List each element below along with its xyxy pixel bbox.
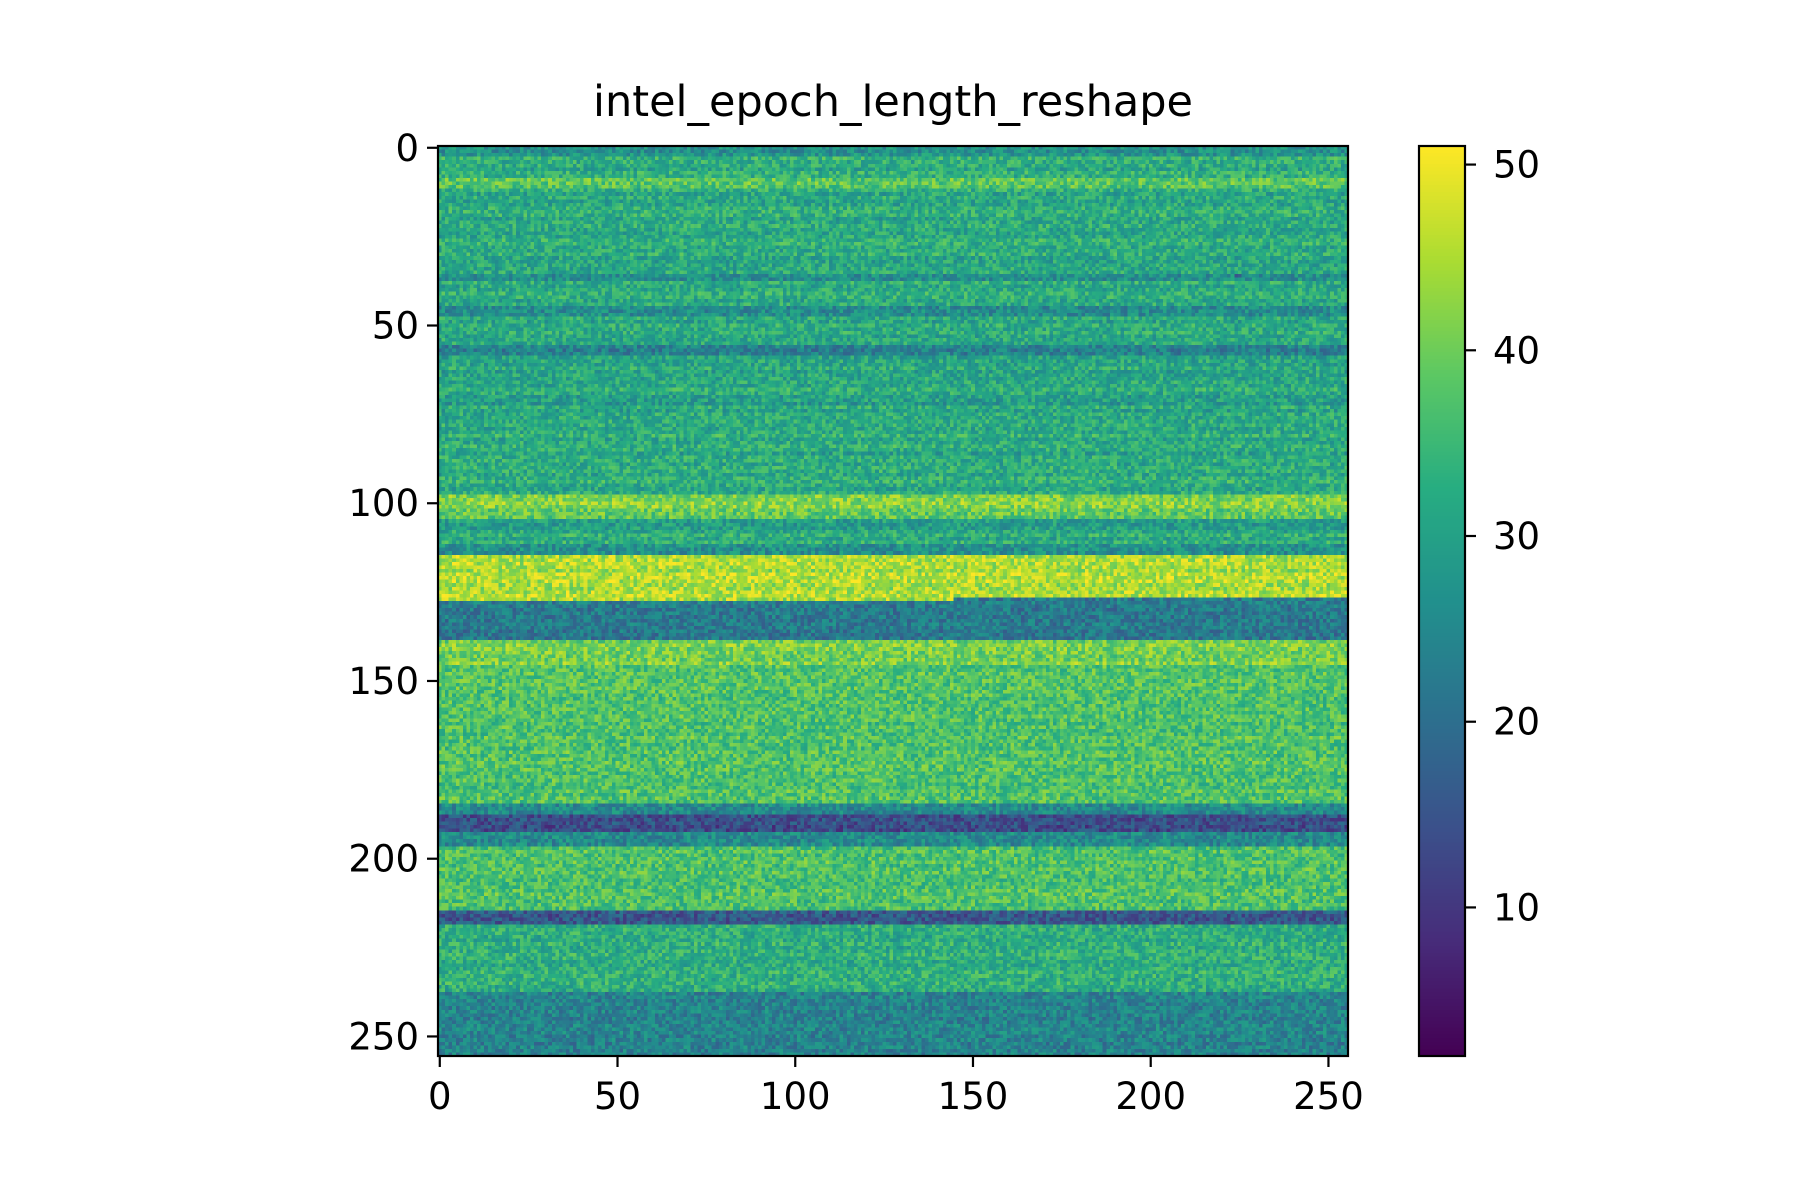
x-axis: 0 50 100 150 200 250 xyxy=(428,1056,1364,1118)
plot-frame xyxy=(436,144,1350,1058)
x-tick-label: 0 xyxy=(428,1075,452,1118)
x-tick-label: 150 xyxy=(938,1075,1009,1118)
x-tick-label: 250 xyxy=(1293,1075,1364,1118)
colorbar-tick-label: 40 xyxy=(1493,329,1540,372)
y-tick-label: 150 xyxy=(348,660,419,703)
y-tick-label: 0 xyxy=(395,127,419,170)
x-tick-label: 200 xyxy=(1115,1075,1186,1118)
x-tick-label: 100 xyxy=(760,1075,831,1118)
colorbar-tick-label: 50 xyxy=(1493,144,1540,187)
colorbar-axis: 10 20 30 40 50 xyxy=(1465,144,1540,929)
x-tick-label: 50 xyxy=(594,1075,641,1118)
colorbar-gradient xyxy=(1419,146,1465,1056)
colorbar-tick-label: 30 xyxy=(1493,515,1540,558)
heatmap-image xyxy=(438,146,1348,1056)
colorbar-tick-label: 10 xyxy=(1493,886,1540,929)
colorbar-tick-label: 20 xyxy=(1493,701,1540,744)
chart-title: intel_epoch_length_reshape xyxy=(593,77,1193,127)
y-tick-label: 50 xyxy=(372,305,419,348)
y-tick-label: 200 xyxy=(348,838,419,881)
y-tick-label: 250 xyxy=(348,1015,419,1058)
y-axis: 0 50 100 150 200 250 xyxy=(348,127,438,1058)
y-tick-label: 100 xyxy=(348,482,419,525)
colorbar-frame xyxy=(1417,144,1467,1058)
